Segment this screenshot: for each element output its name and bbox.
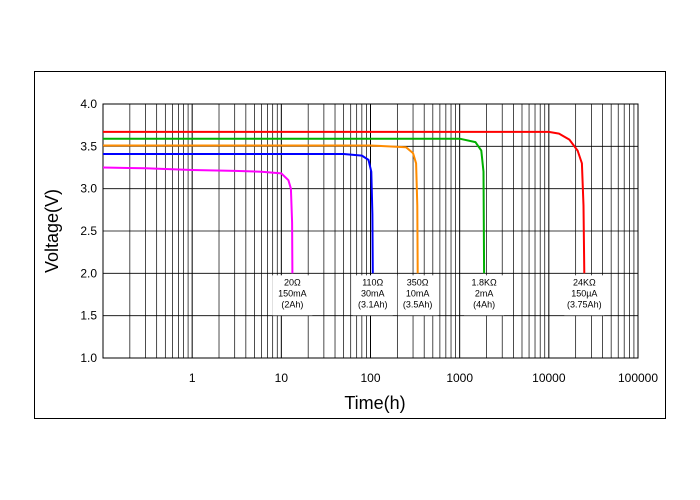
grid-layer — [103, 103, 638, 359]
series-annotation: 20Ω — [284, 277, 301, 287]
annotation-background — [397, 275, 438, 316]
series-annotation: 150µA — [571, 288, 597, 298]
series-annotation: (3.75Ah) — [567, 299, 602, 309]
x-tick-label: 100000 — [618, 371, 658, 385]
x-tick-label: 10 — [275, 371, 289, 385]
series-annotation: 350Ω — [407, 277, 429, 287]
series-annotation: 1.8KΩ — [471, 277, 497, 287]
y-tick-label: 3.0 — [80, 182, 97, 196]
y-tick-label: 1.0 — [80, 351, 97, 365]
series-annotation: 2mA — [475, 288, 494, 298]
annotation-background — [564, 275, 605, 316]
y-tick-label: 2.5 — [80, 224, 97, 238]
series-annotation: 150mA — [278, 288, 307, 298]
series-annotation: (3.5Ah) — [403, 299, 433, 309]
y-tick-label: 2.0 — [80, 266, 97, 280]
series-layer — [102, 130, 586, 274]
x-tick-label: 1 — [189, 371, 196, 385]
x-tick-label: 1000 — [446, 371, 473, 385]
y-tick-label: 3.5 — [80, 139, 97, 153]
series-annotation: 10mA — [406, 288, 430, 298]
series-line — [103, 130, 586, 274]
y-tick-label: 4.0 — [80, 97, 97, 111]
series-annotation: 24KΩ — [573, 277, 596, 287]
series-line — [103, 144, 419, 274]
y-axis-title: Voltage(V) — [42, 189, 62, 273]
tick-layer: 1 10 100 1000 10000 100000 1.0 1.5 2.0 2.5 3.0 3.5 4… — [80, 97, 658, 385]
series-annotation: (4Ah) — [473, 299, 495, 309]
annotation-background — [352, 275, 393, 316]
x-tick-label: 100 — [360, 371, 380, 385]
plot-border — [102, 103, 639, 359]
annotation-background — [464, 275, 505, 316]
chart-frame — [34, 71, 666, 419]
x-tick-label: 10000 — [532, 371, 566, 385]
series-line — [103, 153, 374, 274]
series-line — [103, 137, 486, 274]
y-tick-label: 1.5 — [80, 309, 97, 323]
series-annotation: (2Ah) — [281, 299, 303, 309]
annotation-background — [272, 275, 313, 316]
x-axis-title: Time(h) — [344, 393, 405, 413]
series-annotation: 30mA — [361, 288, 385, 298]
series-annotation: 110Ω — [362, 277, 383, 287]
series-annotation: (3.1Ah) — [358, 299, 388, 309]
series-line — [102, 166, 294, 274]
